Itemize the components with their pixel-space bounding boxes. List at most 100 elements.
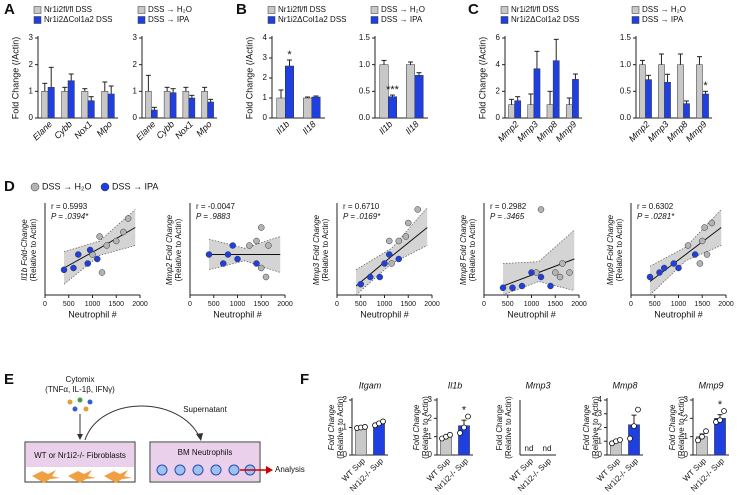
point [537,206,545,213]
p-label: P = .3465 [490,212,525,221]
point [265,242,272,249]
point [205,251,213,258]
bar [285,65,294,119]
x-axis-label: Neutrophil # [654,309,703,319]
point [234,255,241,263]
y-tick-label: 1 [684,432,689,441]
y-axis-label: Fold Change (/Actin) [477,37,487,120]
p-label: P = .0394* [51,212,89,221]
r-label: r = 0.6302 [637,202,674,211]
y-tick-label: 0 [428,450,433,459]
point [701,224,708,231]
confidence-edge [208,236,281,249]
r-label: r = -0.0047 [196,202,235,211]
y-tick-label: 2 [684,413,689,422]
bar [201,91,208,119]
y-tick-label: 2 [29,60,34,69]
p-label: P = .0169* [343,212,381,221]
y-tick-label: 0 [133,113,138,122]
y-tick-label: 3 [598,409,603,418]
y-tick-label: 1.0 [359,60,371,69]
point [646,273,654,281]
legend-label: DSS → H₂O [642,5,686,14]
y-tick-label: 1.5 [620,33,632,42]
y-axis-label: (Relative to Actin) [504,396,513,459]
cytokine [77,397,83,403]
point [380,418,386,425]
y-tick-label: 1.5 [359,33,371,42]
bar [677,64,684,119]
fibroblasts [32,470,132,483]
bar [151,109,158,119]
point [229,242,236,249]
y-tick-label: 1 [263,93,268,102]
cytokine [83,406,89,412]
x-tick-label: 500 [208,301,220,308]
point [357,280,364,288]
neutrophils [156,464,256,476]
y-tick-label: 3 [263,53,268,62]
bar [572,79,579,119]
bar [565,104,573,119]
legend-label: DSS → IPA [642,15,684,24]
point [94,255,101,263]
bar [664,82,671,119]
point [60,266,68,274]
point [220,260,227,267]
bar [188,97,196,119]
legend-swatch [137,6,146,14]
well-label: BM Neutrophils [178,448,233,457]
point [617,436,623,443]
y-tick-label: 0 [598,450,603,459]
point [699,433,705,440]
x-tick-label: Mpo [194,119,213,138]
y-axis-label: (Relative to Actin) [421,396,430,459]
point [661,264,668,272]
confidence-edge [649,245,722,296]
point [224,251,232,258]
point [381,260,388,267]
y-tick-label: 0 [263,113,268,122]
y-tick-label: 1 [133,86,138,95]
legend-label: Nr1i2fl/fl DSS [44,5,92,14]
x-tick-label: 0 [482,301,486,308]
y-tick-label: 4 [496,60,501,69]
y-axis-label: Il1b Fold-Change [20,219,29,281]
y-axis-label: Fold Change (/Actin) [244,37,254,120]
legend-label: Nr1i2ΔCol1a2 DSS [511,15,579,24]
bar [683,103,690,119]
point [695,437,701,444]
bar [696,64,703,119]
y-tick-label: 4 [598,395,603,404]
x-axis-label: Neutrophil # [507,309,556,319]
point [556,273,564,281]
bar [207,101,214,119]
annotation: *** [386,84,400,96]
bar [355,427,367,456]
legend-swatch [631,6,640,14]
legend-swatch [30,182,40,192]
x-tick-label: Il1b [274,119,291,136]
y-axis-label: Fold Change (/Actin) [10,37,20,120]
legend-label: DSS → IPA [148,15,190,24]
legend-label: DSS → H₂O [148,5,192,14]
point [258,264,265,272]
point [253,237,260,245]
y-tick-label: 3 [133,33,138,42]
bar [107,93,115,119]
point [559,260,566,267]
point [509,284,516,292]
x-tick-label: 1500 [253,301,269,308]
y-tick-label: 2 [133,60,138,69]
readout: Analysis [275,465,305,474]
point [124,215,132,222]
legend-swatch [370,6,379,14]
x-tick-label: 2000 [571,301,587,308]
y-tick-label: 2 [428,413,433,422]
y-axis-label: (Relative to Actin) [321,218,330,281]
point [656,269,663,276]
bar [101,91,109,119]
point [405,219,412,227]
y-axis-label: (Relative to Actin) [591,396,600,459]
confidence-edge [63,245,136,285]
